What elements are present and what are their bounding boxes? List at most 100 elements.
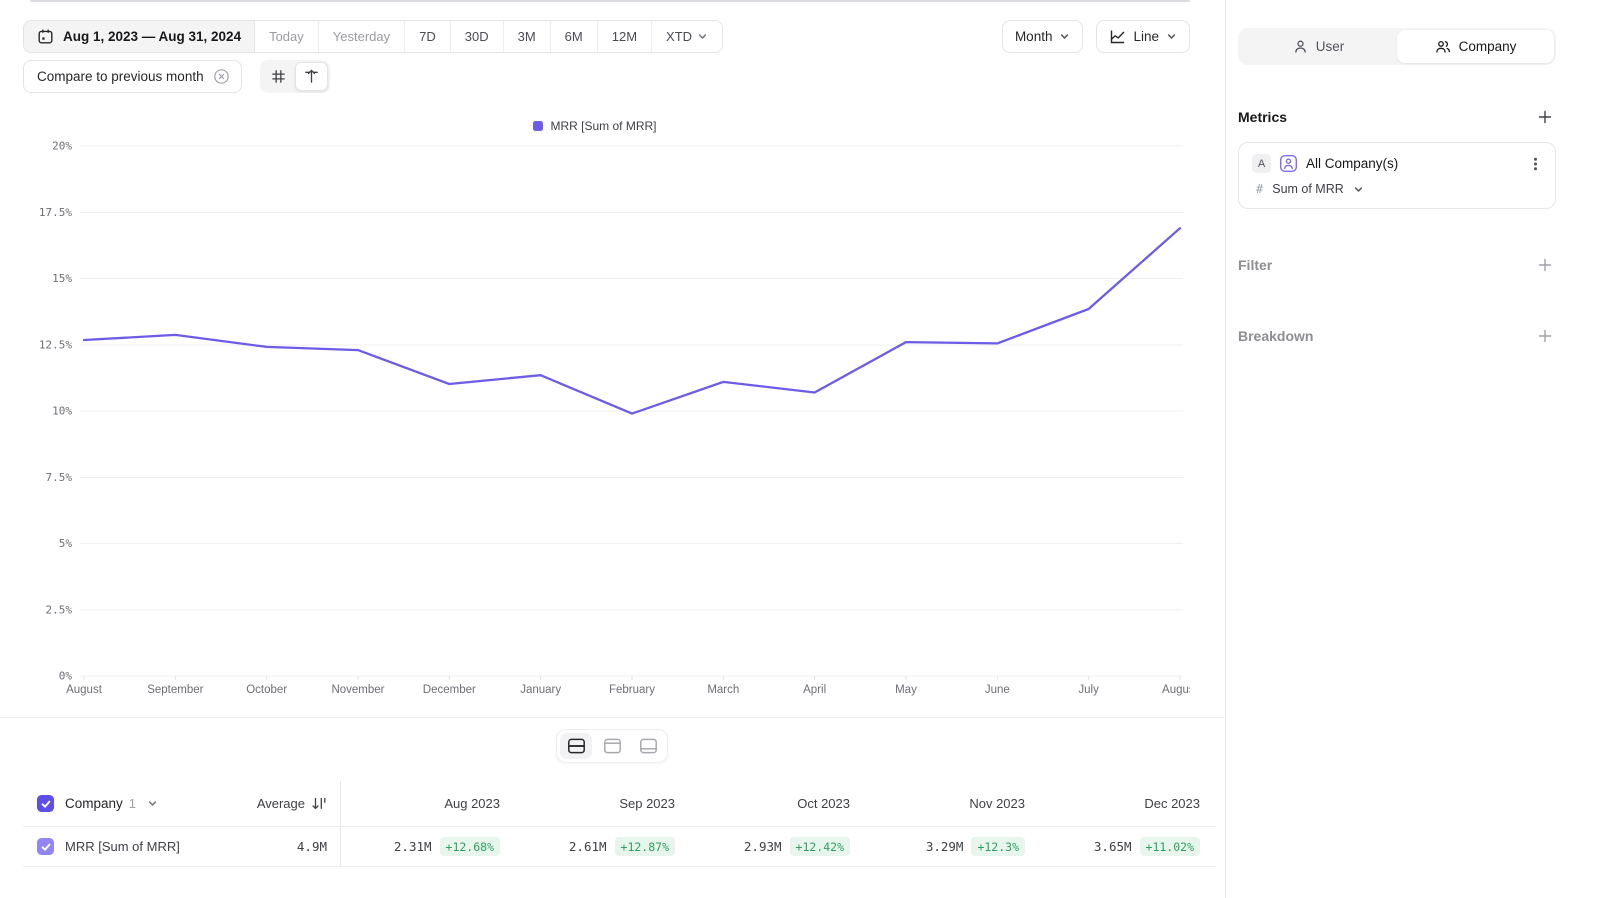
svg-text:September: September [147,684,203,696]
preset-30d[interactable]: 30D [450,21,504,52]
filter-section-title: Filter [1238,257,1273,273]
svg-text:5%: 5% [59,537,73,550]
sort-descending-icon[interactable] [311,796,327,811]
tab-user[interactable]: User [1240,30,1397,63]
grid-icon [270,68,287,85]
change-badge: +11.02% [1139,837,1200,856]
svg-text:January: January [520,684,561,696]
cell-value: 3.65M [1093,839,1132,854]
preset-xtd[interactable]: XTD [652,21,723,52]
entity-column-label[interactable]: Company [65,796,123,811]
svg-text:17.5%: 17.5% [39,206,72,219]
top-card-edge [30,0,1190,2]
column-header-aug-2023[interactable]: Aug 2023 [444,796,500,811]
line-chart-icon [1109,28,1126,45]
granularity-label: Month [1014,29,1053,44]
aggregation-label: Sum of MRR [1272,182,1344,196]
metric-cell-dec-2023: 3.65M +11.02% [1041,837,1216,856]
average-column-label[interactable]: Average [256,796,305,811]
company-profile-icon [1279,154,1298,173]
metric-name: All Company(s) [1306,156,1399,171]
change-badge: +12.87% [614,837,675,856]
split-view-button[interactable] [560,733,592,759]
chevron-down-icon [1059,31,1070,42]
aggregation-dropdown[interactable]: # Sum of MRR [1252,182,1543,196]
entity-tabs: User Company [1238,28,1556,65]
cell-value: 2.61M [568,839,607,854]
metrics-section-title: Metrics [1238,109,1288,125]
change-badge: +12.42% [789,837,850,856]
arrow-up-from-line-icon [303,68,320,85]
svg-text:October: October [246,684,287,696]
table-view-button[interactable] [632,733,664,759]
add-metric-button[interactable] [1534,106,1556,128]
metric-cell-sep-2023: 2.61M +12.87% [516,837,691,856]
select-all-checkbox[interactable] [37,795,54,812]
kebab-menu-icon[interactable] [1528,156,1543,172]
cumulative-toggle-button[interactable] [294,62,328,91]
svg-text:December: December [423,684,476,696]
column-header-nov-2023[interactable]: Nov 2023 [969,796,1025,811]
chart-option-toggle [259,60,330,93]
svg-text:July: July [1078,684,1099,696]
mrr-line-chart[interactable]: 0% 2.5% 5% 7.5% 10% 12.5% 15% 17.5% 20% August Sep… [0,136,1190,702]
svg-text:12.5%: 12.5% [39,338,72,351]
legend-label: MRR [Sum of MRR] [550,119,657,133]
chevron-down-icon [1353,184,1364,195]
preset-yesterday[interactable]: Yesterday [318,21,406,52]
svg-text:20%: 20% [52,140,72,153]
legend-swatch [533,121,544,131]
svg-text:10%: 10% [52,405,72,418]
cell-value: 3.29M [925,839,964,854]
compare-chip[interactable]: Compare to previous month [23,60,242,93]
svg-text:May: May [895,684,917,696]
chevron-down-icon [1166,31,1177,42]
table-row: MRR [Sum of MRR] 4.9M 2.31M +12.68% 2.61M +… [23,827,1216,867]
tab-company[interactable]: Company [1397,30,1554,63]
average-value: 4.9M [296,839,327,854]
date-range-button[interactable]: Aug 1, 2023 — Aug 31, 2024 [24,21,256,52]
top-bar-layout-icon [603,738,622,754]
change-badge: +12.68% [439,837,500,856]
user-icon [1293,39,1308,54]
cell-value: 2.93M [743,839,782,854]
add-breakdown-button[interactable] [1534,325,1556,347]
metric-cell-nov-2023: 3.29M +12.3% [866,837,1041,856]
add-filter-button[interactable] [1534,254,1556,276]
svg-text:February: February [609,684,655,696]
entity-count: 1 [128,796,137,811]
granularity-dropdown[interactable]: Month [1001,20,1084,53]
metric-row-label: MRR [Sum of MRR] [65,839,180,854]
chart-type-dropdown[interactable]: Line [1096,20,1190,53]
column-header-dec-2023[interactable]: Dec 2023 [1144,796,1200,811]
chevron-down-icon[interactable] [147,798,158,809]
preset-today[interactable]: Today [255,21,319,52]
row-checkbox[interactable] [37,838,54,855]
table-header-row: Company 1 Average Aug 2023 Sep 2023 Oct 20… [23,781,1216,827]
change-badge: +12.3% [971,837,1025,856]
compare-chip-label: Compare to previous month [37,69,204,84]
layout-view-toggle [556,729,668,763]
metric-card[interactable]: A All Company(s) # Sum of MRR [1238,142,1556,209]
preset-6m[interactable]: 6M [550,21,598,52]
preset-7d[interactable]: 7D [405,21,451,52]
column-header-oct-2023[interactable]: Oct 2023 [797,796,850,811]
column-header-sep-2023[interactable]: Sep 2023 [619,796,675,811]
grid-toggle-button[interactable] [262,62,295,91]
svg-text:August: August [1162,684,1190,696]
metric-letter-badge: A [1252,154,1271,173]
tab-user-label: User [1315,39,1345,54]
svg-text:7.5%: 7.5% [46,471,73,484]
preset-12m[interactable]: 12M [597,21,653,52]
chart-view-button[interactable] [596,733,628,759]
query-builder-sidebar: User Company Metrics A [1225,0,1600,898]
close-circle-icon[interactable] [213,68,230,85]
number-type-icon: # [1256,182,1264,196]
chart-legend[interactable]: MRR [Sum of MRR] [0,119,1190,133]
svg-text:2.5%: 2.5% [46,603,73,616]
bottom-bar-layout-icon [639,738,658,754]
split-layout-icon [567,738,586,754]
calendar-icon [37,28,54,45]
preset-3m[interactable]: 3M [503,21,551,52]
svg-text:15%: 15% [52,272,72,285]
